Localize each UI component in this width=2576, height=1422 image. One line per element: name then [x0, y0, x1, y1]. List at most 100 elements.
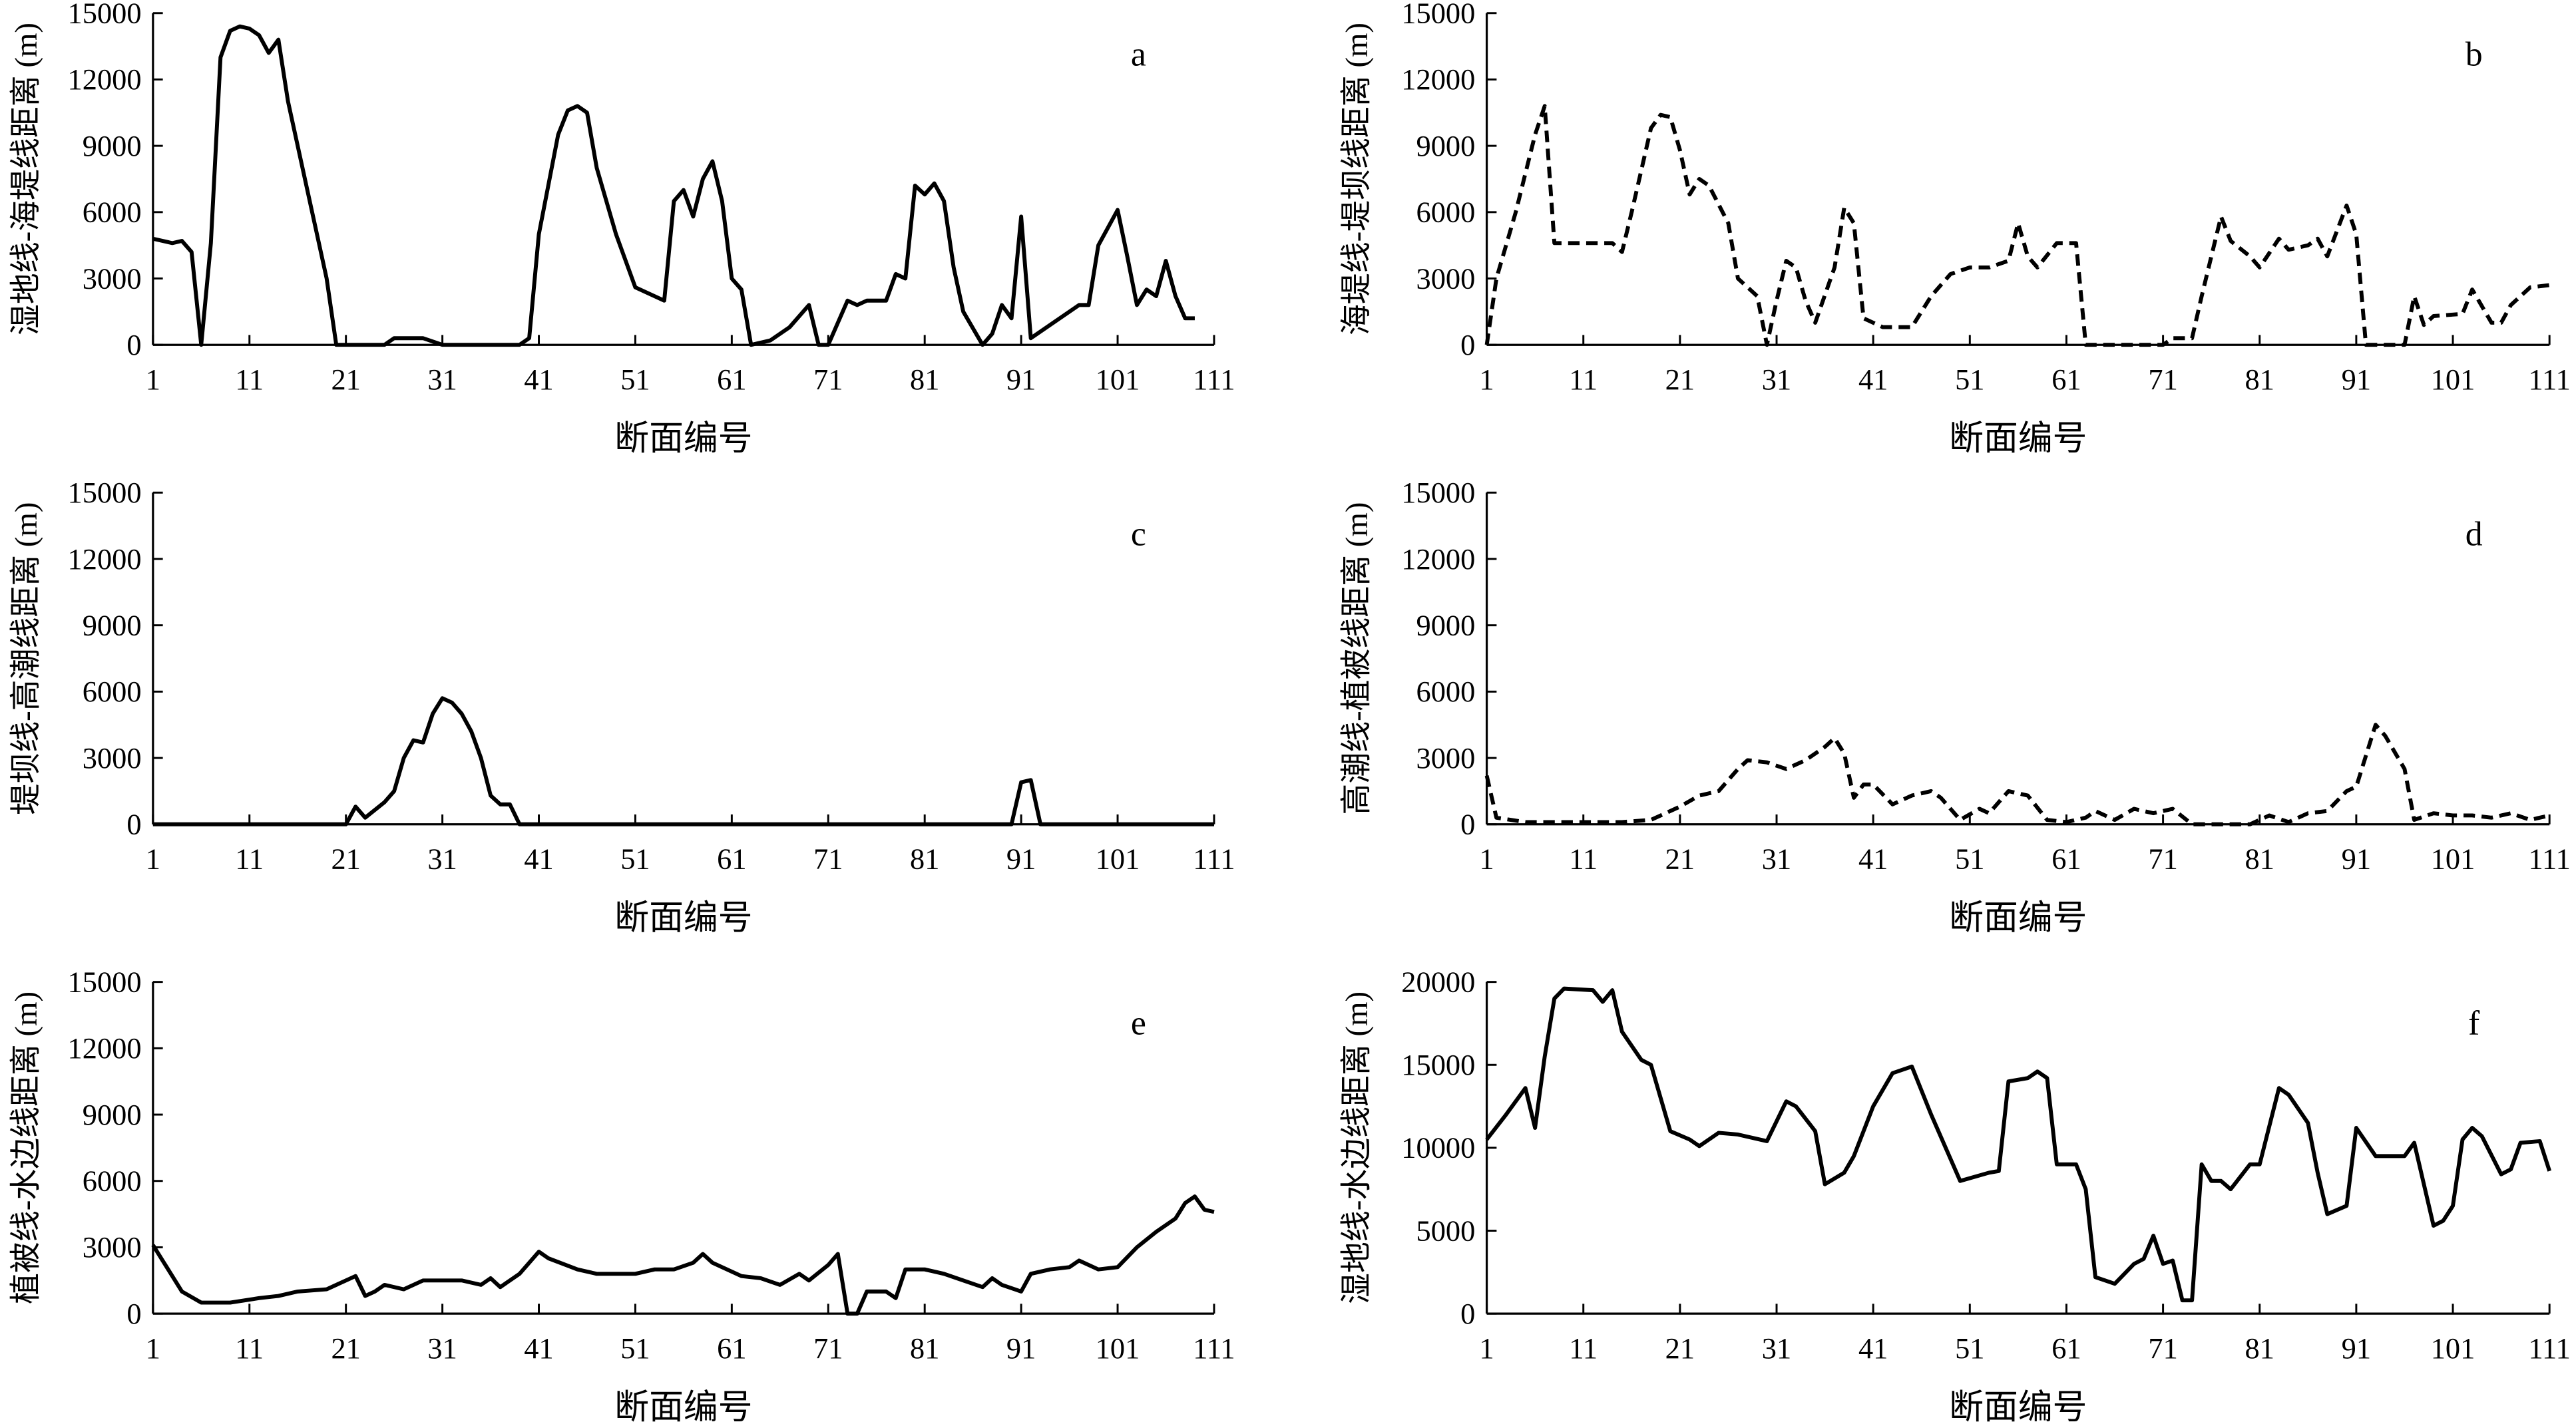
x-tick-label: 111 [2529, 363, 2571, 396]
x-tick-label: 21 [331, 363, 360, 396]
x-tick-label: 91 [2342, 363, 2371, 396]
x-tick-label: 81 [2245, 363, 2274, 396]
data-line [1485, 986, 2551, 1303]
x-tick-label: 61 [717, 1332, 746, 1365]
y-tick-label: 0 [126, 808, 141, 841]
x-tick-label: 21 [331, 842, 360, 875]
y-tick-label: 0 [126, 328, 141, 361]
x-tick-label: 61 [2051, 1332, 2081, 1365]
y-tick-label: 6000 [1416, 675, 1476, 708]
x-tick-label: 51 [1955, 842, 1984, 875]
x-tick-label: 31 [427, 1332, 457, 1365]
x-tick-label: 81 [910, 842, 939, 875]
x-tick-label: 11 [235, 1332, 264, 1365]
y-tick-label: 20000 [1401, 965, 1475, 998]
x-axis-label: 断面编号 [614, 1389, 752, 1422]
x-tick-label: 31 [1762, 842, 1791, 875]
x-tick-label: 91 [1006, 842, 1036, 875]
data-line [1484, 723, 2550, 826]
x-tick-label: 1 [1479, 842, 1494, 875]
x-tick-label: 41 [1858, 842, 1888, 875]
x-tick-label: 91 [1006, 363, 1036, 396]
y-tick-label: 15000 [1401, 0, 1475, 30]
y-axis-label: 海堤线-堤坝线距离 (m) [1339, 23, 1374, 335]
x-tick-label: 71 [813, 1332, 843, 1365]
y-tick-label: 6000 [1416, 196, 1476, 229]
panel-letter: e [1131, 1005, 1146, 1043]
data-line [151, 1194, 1215, 1316]
x-tick-label: 101 [1096, 1332, 1140, 1365]
y-tick-label: 9000 [83, 608, 142, 641]
y-tick-label: 12000 [68, 1031, 142, 1065]
y-tick-label: 3000 [83, 1230, 142, 1264]
x-tick-label: 1 [1479, 363, 1494, 396]
y-tick-label: 10000 [1401, 1131, 1475, 1164]
x-tick-label: 11 [1569, 842, 1598, 875]
x-tick-label: 111 [2529, 1332, 2571, 1365]
x-tick-label: 61 [2051, 842, 2081, 875]
y-tick-label: 6000 [83, 196, 142, 229]
x-tick-label: 1 [146, 363, 160, 396]
y-tick-label: 3000 [1416, 741, 1476, 775]
x-tick-label: 81 [2245, 842, 2274, 875]
panel-letter: f [2468, 1005, 2480, 1043]
x-tick-label: 41 [524, 842, 553, 875]
x-axis-label: 断面编号 [614, 900, 752, 938]
x-tick-label: 111 [2529, 842, 2571, 875]
x-tick-label: 61 [717, 842, 746, 875]
x-tick-label: 21 [331, 1332, 360, 1365]
x-tick-label: 61 [2051, 363, 2081, 396]
x-tick-label: 11 [1569, 363, 1598, 396]
y-tick-label: 12000 [1401, 63, 1475, 96]
y-tick-label: 0 [1460, 808, 1475, 841]
x-tick-label: 31 [1762, 1332, 1791, 1365]
y-axis-label: 湿地线-水边线距离 (m) [1339, 991, 1374, 1304]
y-tick-label: 3000 [83, 262, 142, 295]
panel-letter: c [1131, 515, 1146, 553]
y-tick-label: 9000 [1416, 608, 1476, 641]
x-tick-label: 41 [524, 1332, 553, 1365]
y-tick-label: 15000 [68, 0, 142, 30]
y-tick-label: 0 [126, 1297, 141, 1330]
x-tick-label: 51 [1955, 1332, 1984, 1365]
x-tick-label: 91 [2342, 1332, 2371, 1365]
x-tick-label: 41 [1858, 1332, 1888, 1365]
y-tick-label: 9000 [83, 129, 142, 162]
y-tick-label: 6000 [83, 1164, 142, 1198]
x-tick-label: 71 [2148, 1332, 2177, 1365]
x-tick-label: 101 [2431, 1332, 2475, 1365]
y-tick-label: 3000 [83, 741, 142, 775]
y-axis-label: 高潮线-植被线距离 (m) [1339, 502, 1374, 815]
y-axis-label: 湿地线-海堤线距离 (m) [9, 23, 44, 335]
x-tick-label: 111 [1193, 363, 1235, 396]
data-line [152, 696, 1214, 826]
x-tick-label: 21 [1665, 363, 1695, 396]
y-tick-label: 15000 [1401, 476, 1475, 509]
panel-letter: a [1131, 36, 1146, 74]
x-tick-label: 51 [620, 842, 650, 875]
x-tick-label: 21 [1665, 1332, 1695, 1365]
y-tick-label: 3000 [1416, 262, 1476, 295]
x-tick-label: 101 [1096, 363, 1140, 396]
x-tick-label: 11 [1569, 1332, 1598, 1365]
x-tick-label: 1 [146, 842, 160, 875]
y-tick-label: 15000 [68, 965, 142, 998]
x-tick-label: 101 [1096, 842, 1140, 875]
x-tick-label: 31 [427, 363, 457, 396]
x-tick-label: 51 [620, 363, 650, 396]
x-tick-label: 71 [2148, 363, 2177, 396]
panel-letter: b [2466, 36, 2483, 74]
data-line [1484, 104, 2550, 347]
x-tick-label: 81 [910, 1332, 939, 1365]
x-tick-label: 31 [427, 842, 457, 875]
x-tick-label: 71 [813, 363, 843, 396]
x-tick-label: 81 [910, 363, 939, 396]
y-tick-label: 6000 [83, 675, 142, 708]
y-tick-label: 9000 [1416, 129, 1476, 162]
x-tick-label: 41 [1858, 363, 1888, 396]
x-tick-label: 61 [717, 363, 746, 396]
x-tick-label: 51 [1955, 363, 1984, 396]
